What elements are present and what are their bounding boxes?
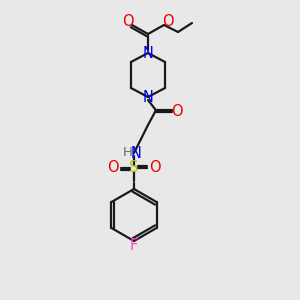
Text: O: O <box>171 104 183 119</box>
Text: O: O <box>122 14 134 29</box>
Text: S: S <box>129 160 139 175</box>
Text: O: O <box>107 160 119 175</box>
Text: F: F <box>130 238 138 253</box>
Text: O: O <box>162 14 174 29</box>
Text: N: N <box>142 89 153 104</box>
Text: O: O <box>149 160 161 175</box>
Text: H: H <box>123 146 133 158</box>
Text: N: N <box>130 146 141 160</box>
Text: N: N <box>142 46 153 61</box>
